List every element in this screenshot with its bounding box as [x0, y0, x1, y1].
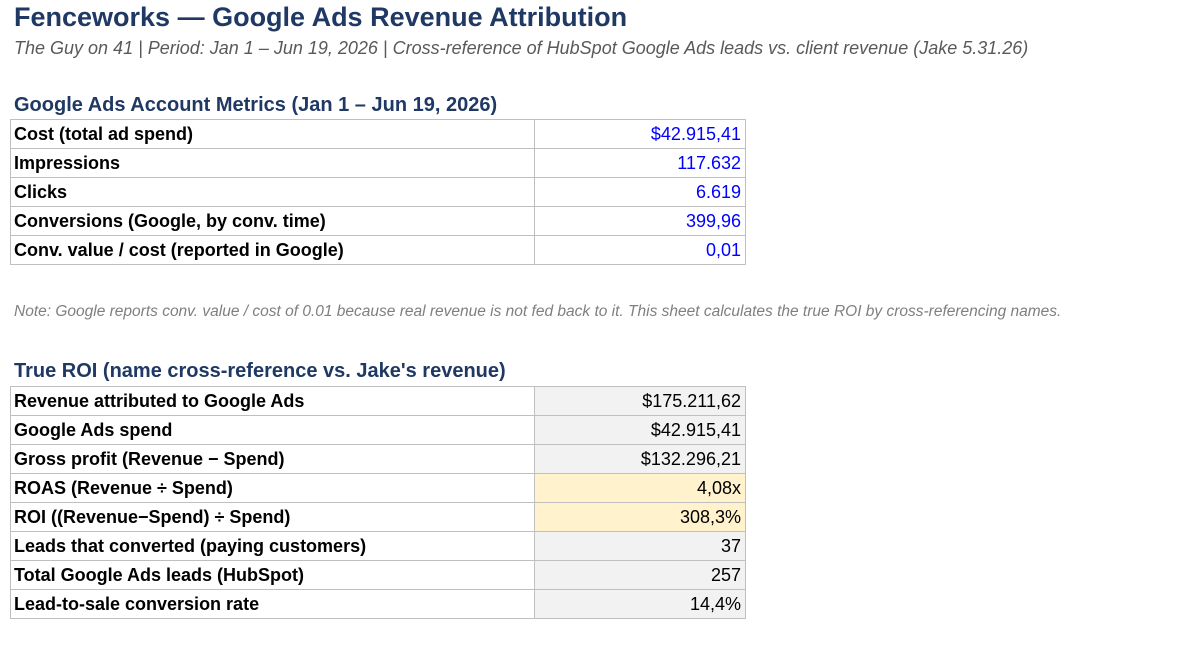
roi-value[interactable]: $175.211,62: [534, 386, 746, 416]
roi-label[interactable]: Revenue attributed to Google Ads: [10, 386, 535, 416]
metric-value[interactable]: 117.632: [534, 148, 746, 178]
roi-label[interactable]: Lead-to-sale conversion rate: [10, 589, 535, 619]
table-row: Lead-to-sale conversion rate 14,4%: [10, 589, 746, 619]
roi-label[interactable]: ROI ((Revenue−Spend) ÷ Spend): [10, 502, 535, 532]
metrics-table: Cost (total ad spend) $42.915,41 Impress…: [10, 119, 746, 265]
metric-label[interactable]: Impressions: [10, 148, 535, 178]
table-row: Cost (total ad spend) $42.915,41: [10, 119, 746, 149]
table-row: Gross profit (Revenue − Spend) $132.296,…: [10, 444, 746, 474]
metric-value[interactable]: 6.619: [534, 177, 746, 207]
roi-section-title: True ROI (name cross-reference vs. Jake'…: [14, 360, 506, 382]
metric-label[interactable]: Clicks: [10, 177, 535, 207]
metric-value[interactable]: 0,01: [534, 235, 746, 265]
roi-value[interactable]: 37: [534, 531, 746, 561]
roi-label[interactable]: Google Ads spend: [10, 415, 535, 445]
table-row: ROAS (Revenue ÷ Spend) 4,08x: [10, 473, 746, 503]
table-row: Clicks 6.619: [10, 177, 746, 207]
table-row: Conv. value / cost (reported in Google) …: [10, 235, 746, 265]
roi-percent-value[interactable]: 308,3%: [534, 502, 746, 532]
roi-value[interactable]: $132.296,21: [534, 444, 746, 474]
table-row: Total Google Ads leads (HubSpot) 257: [10, 560, 746, 590]
table-row: Revenue attributed to Google Ads $175.21…: [10, 386, 746, 416]
table-row: Conversions (Google, by conv. time) 399,…: [10, 206, 746, 236]
metric-label[interactable]: Conversions (Google, by conv. time): [10, 206, 535, 236]
roi-value[interactable]: $42.915,41: [534, 415, 746, 445]
metric-label[interactable]: Conv. value / cost (reported in Google): [10, 235, 535, 265]
metrics-section-title: Google Ads Account Metrics (Jan 1 – Jun …: [14, 94, 498, 116]
roi-label[interactable]: ROAS (Revenue ÷ Spend): [10, 473, 535, 503]
table-row: Google Ads spend $42.915,41: [10, 415, 746, 445]
page-subtitle: The Guy on 41 | Period: Jan 1 – Jun 19, …: [14, 38, 1029, 58]
note-text: Note: Google reports conv. value / cost …: [14, 303, 1062, 320]
metric-value[interactable]: 399,96: [534, 206, 746, 236]
roi-value[interactable]: 257: [534, 560, 746, 590]
roi-table: Revenue attributed to Google Ads $175.21…: [10, 386, 746, 619]
roi-value[interactable]: 14,4%: [534, 589, 746, 619]
roi-label[interactable]: Total Google Ads leads (HubSpot): [10, 560, 535, 590]
metric-label[interactable]: Cost (total ad spend): [10, 119, 535, 149]
page-title: Fenceworks — Google Ads Revenue Attribut…: [14, 2, 628, 32]
metric-value[interactable]: $42.915,41: [534, 119, 746, 149]
table-row: Impressions 117.632: [10, 148, 746, 178]
table-row: ROI ((Revenue−Spend) ÷ Spend) 308,3%: [10, 502, 746, 532]
roi-label[interactable]: Leads that converted (paying customers): [10, 531, 535, 561]
roi-label[interactable]: Gross profit (Revenue − Spend): [10, 444, 535, 474]
roas-value[interactable]: 4,08x: [534, 473, 746, 503]
table-row: Leads that converted (paying customers) …: [10, 531, 746, 561]
